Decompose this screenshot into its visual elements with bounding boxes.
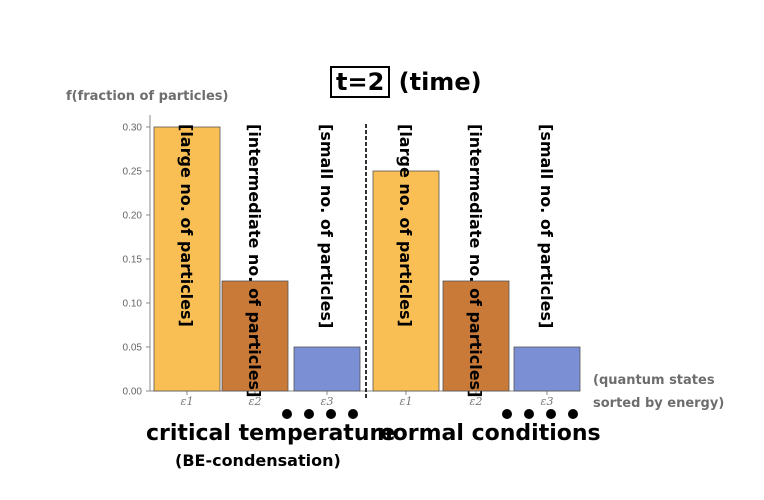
y-tick-label: 0.10 [123, 299, 143, 310]
x-axis-label-line1: (quantum states [593, 373, 715, 388]
bar [442, 280, 510, 392]
y-tick-label: 0.25 [123, 167, 143, 178]
y-tick-label: 0.20 [123, 211, 143, 222]
title-rest: (time) [398, 68, 482, 96]
bar [513, 346, 581, 392]
bar-labels: [large no. of particles] [intermediate no… [177, 124, 556, 397]
y-tick-label: 0.00 [123, 387, 143, 398]
ellipsis-dot [282, 409, 292, 419]
bar [372, 170, 440, 392]
ellipsis-dot [348, 409, 358, 419]
x-tick-label: ε2 [470, 395, 483, 408]
title-boxed: t=2 [330, 66, 391, 98]
chart-title: t=2 (time) [330, 66, 482, 98]
bar [293, 346, 361, 392]
x-tick-label: ε1 [400, 395, 413, 408]
y-tick-label: 0.15 [123, 255, 143, 266]
ellipsis-dots [282, 409, 578, 419]
axes: 0.00 0.05 0.10 0.15 0.20 0.25 0.30 ε1 ε2 ε3 ε1 ε2 ε3 [123, 115, 580, 408]
y-tick-label: 0.05 [123, 343, 143, 354]
bar-label: [intermediate no. of particles] [245, 124, 264, 397]
bar-label: [intermediate no. of particles] [466, 124, 485, 397]
y-tick-label: 0.30 [123, 123, 143, 134]
y-axis-label: f(fraction of particles) [66, 89, 229, 104]
x-axis-label-line2: sorted by energy) [593, 396, 725, 411]
bar [221, 280, 289, 392]
ellipsis-dot [524, 409, 534, 419]
bar [153, 126, 221, 392]
bar-label: [large no. of particles] [177, 124, 196, 327]
ellipsis-dot [568, 409, 578, 419]
group-label-critical: critical temperature [146, 421, 396, 446]
ellipsis-dot [304, 409, 314, 419]
bars [153, 126, 581, 392]
bar-label: [small no. of particles] [537, 124, 556, 328]
x-tick-label: ε3 [321, 395, 334, 408]
ellipsis-dot [326, 409, 336, 419]
x-tick-label: ε3 [541, 395, 554, 408]
ellipsis-dot [546, 409, 556, 419]
ellipsis-dot [502, 409, 512, 419]
bar-label: [small no. of particles] [317, 124, 336, 328]
x-tick-label: ε2 [249, 395, 262, 408]
x-axis-label: (quantum states sorted by energy) [593, 369, 724, 415]
group-sublabel-critical: (BE-condensation) [175, 451, 341, 470]
bar-label: [large no. of particles] [396, 124, 415, 327]
x-tick-label: ε1 [181, 395, 194, 408]
group-label-normal: normal conditions [377, 421, 601, 446]
